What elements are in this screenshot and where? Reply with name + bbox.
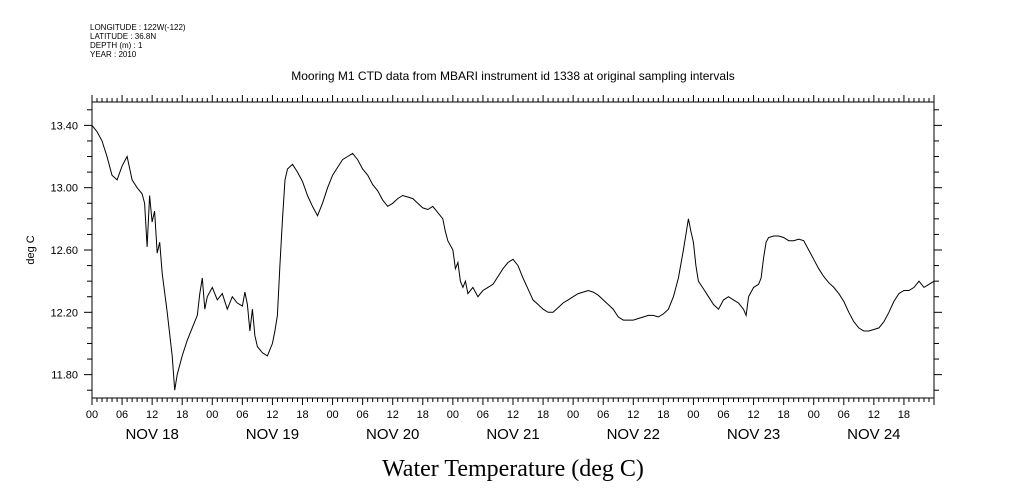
x-tick-label: 12 bbox=[627, 409, 639, 421]
x-tick-label: 18 bbox=[657, 409, 669, 421]
y-tick-label: 13.00 bbox=[50, 183, 78, 195]
x-tick-label: 06 bbox=[236, 409, 248, 421]
x-tick-label: 00 bbox=[86, 409, 98, 421]
chart-title: Mooring M1 CTD data from MBARI instrumen… bbox=[291, 69, 735, 83]
x-tick-label: 06 bbox=[597, 409, 609, 421]
x-tick-label: 00 bbox=[567, 409, 579, 421]
x-tick-label: 18 bbox=[778, 409, 790, 421]
x-tick-label: 06 bbox=[477, 409, 489, 421]
axis-ticks bbox=[84, 95, 942, 405]
meta-line: YEAR : 2010 bbox=[90, 50, 137, 59]
x-tick-label: 12 bbox=[266, 409, 278, 421]
axis-labels: 00 06 12 18 00 06 12 18 00 06 12 18 00 06 12 18 00 06 12 18… bbox=[50, 120, 910, 443]
y-tick-label: 11.80 bbox=[51, 370, 78, 382]
x-axis-title: Water Temperature (deg C) bbox=[382, 456, 644, 482]
x-tick-label: 12 bbox=[387, 409, 399, 421]
x-tick-label: 06 bbox=[116, 409, 128, 421]
x-day-label: NOV 18 bbox=[125, 426, 178, 443]
x-day-label: NOV 19 bbox=[246, 426, 299, 443]
x-tick-label: 12 bbox=[146, 409, 158, 421]
x-tick-label: 18 bbox=[537, 409, 549, 421]
y-axis-title: deg C bbox=[25, 235, 37, 264]
x-tick-label: 18 bbox=[176, 409, 188, 421]
plot-frame bbox=[91, 101, 935, 399]
y-tick-label: 12.20 bbox=[50, 307, 78, 319]
x-tick-label: 00 bbox=[808, 409, 820, 421]
meta-line: DEPTH (m) : 1 bbox=[90, 41, 143, 50]
x-tick-label: 12 bbox=[747, 409, 759, 421]
x-day-label: NOV 20 bbox=[366, 426, 419, 443]
x-tick-label: 18 bbox=[898, 409, 910, 421]
meta-line: LATITUDE : 36.8N bbox=[90, 32, 156, 41]
x-tick-label: 00 bbox=[326, 409, 338, 421]
x-day-label: NOV 22 bbox=[607, 426, 660, 443]
x-tick-label: 06 bbox=[357, 409, 369, 421]
metadata-block: LONGITUDE : 122W(-122) LATITUDE : 36.8N … bbox=[90, 23, 186, 59]
x-day-label: NOV 24 bbox=[847, 426, 900, 443]
x-day-label: NOV 23 bbox=[727, 426, 780, 443]
y-tick-label: 13.40 bbox=[50, 120, 78, 132]
x-tick-label: 18 bbox=[296, 409, 308, 421]
x-tick-label: 12 bbox=[507, 409, 519, 421]
x-tick-label: 12 bbox=[868, 409, 880, 421]
x-day-label: NOV 21 bbox=[486, 426, 539, 443]
x-tick-label: 06 bbox=[717, 409, 729, 421]
x-tick-label: 00 bbox=[206, 409, 218, 421]
x-tick-label: 06 bbox=[838, 409, 850, 421]
series-line bbox=[91, 125, 935, 391]
x-tick-label: 00 bbox=[687, 409, 699, 421]
y-tick-label: 12.60 bbox=[50, 245, 78, 257]
meta-line: LONGITUDE : 122W(-122) bbox=[90, 23, 186, 32]
x-tick-label: 00 bbox=[447, 409, 459, 421]
x-tick-label: 18 bbox=[417, 409, 429, 421]
